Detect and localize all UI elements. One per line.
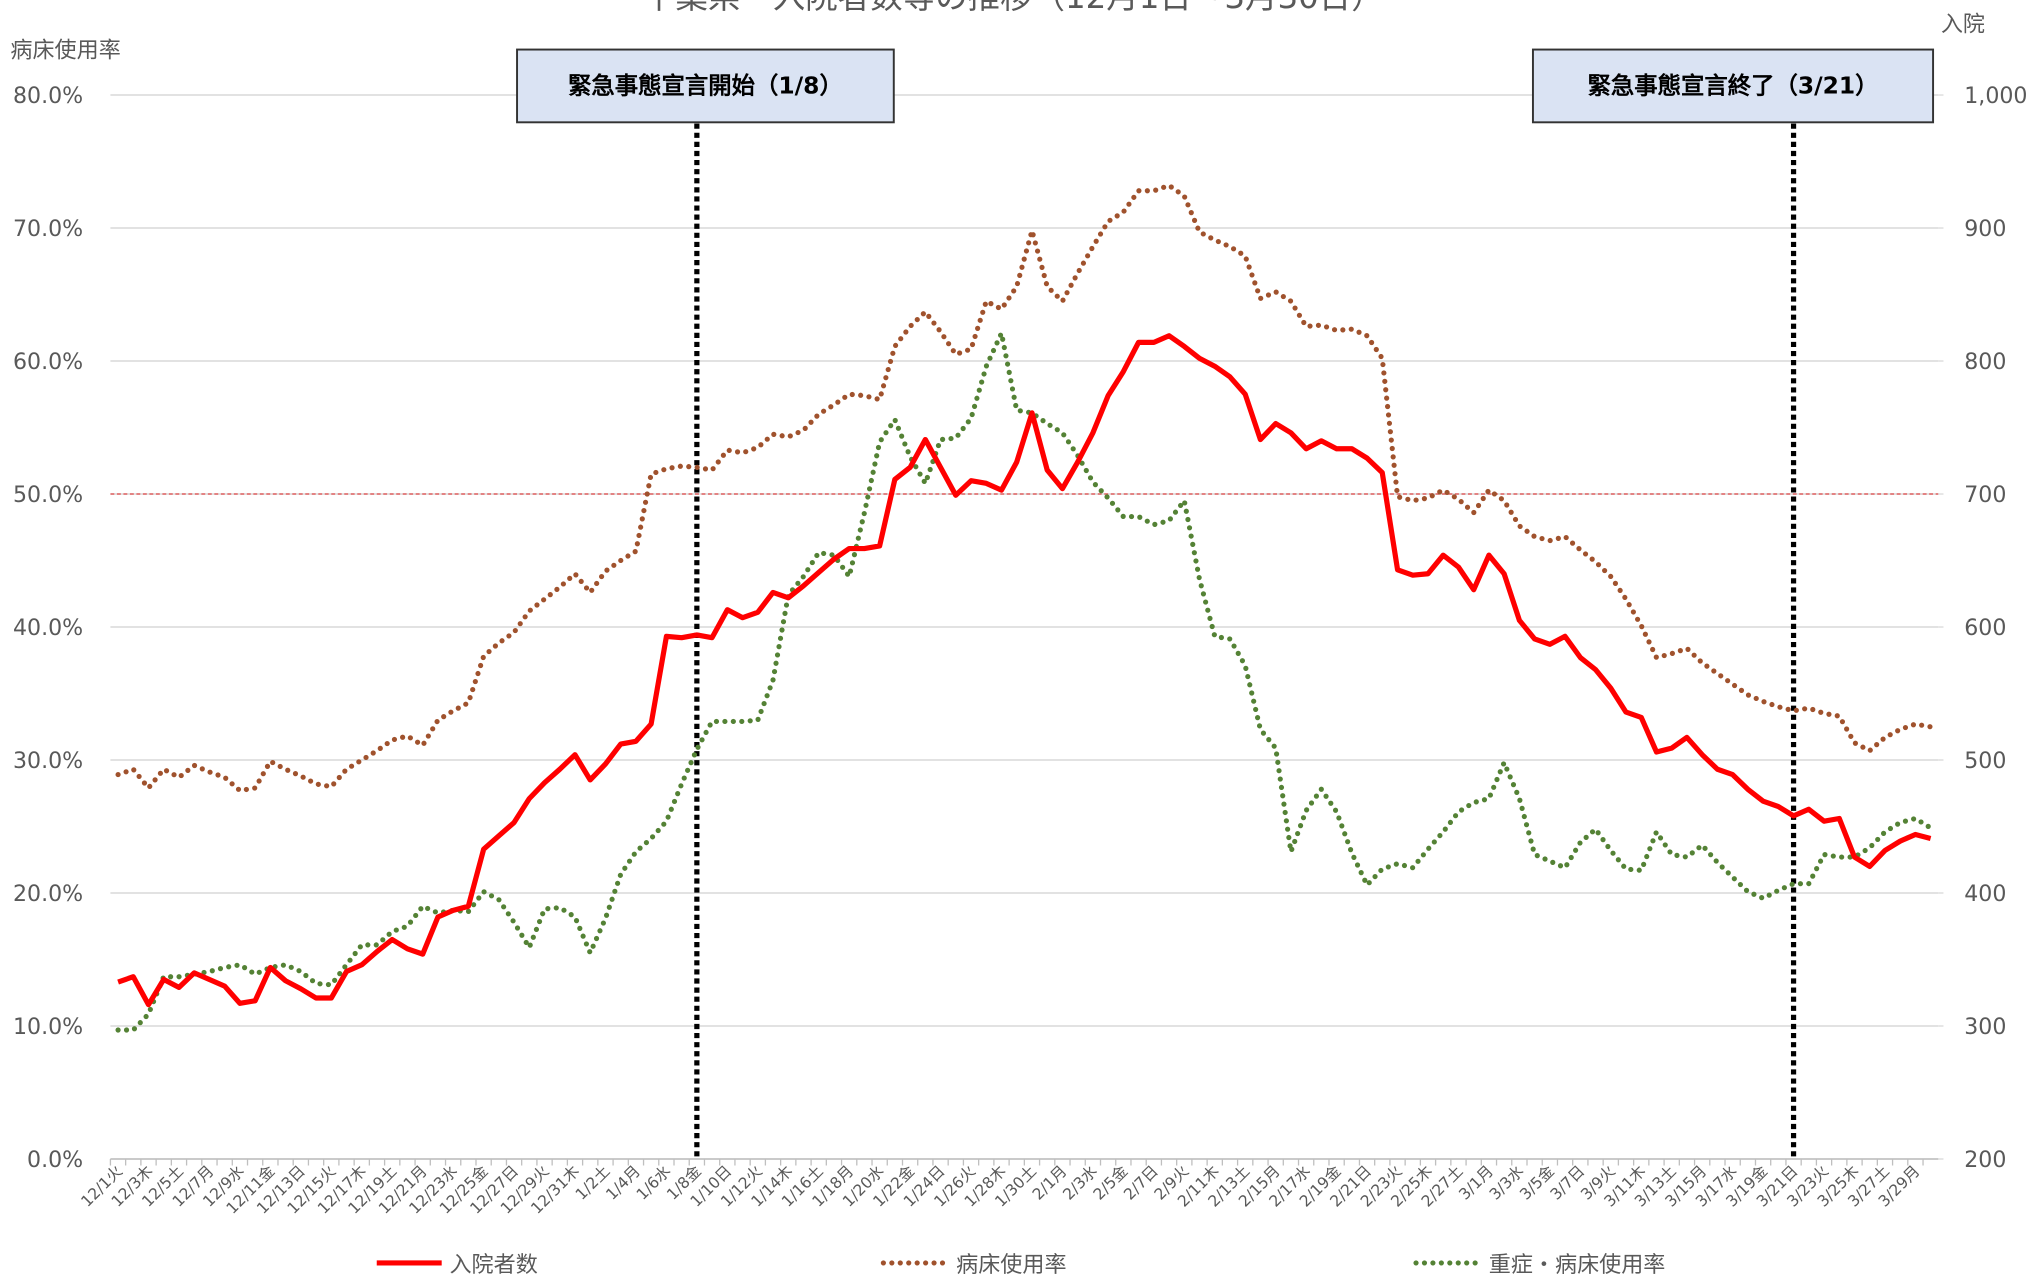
y-tick-label: 70.0% bbox=[13, 217, 83, 242]
y-tick-label: 40.0% bbox=[13, 616, 83, 641]
y2-tick-label: 500 bbox=[1964, 749, 2006, 774]
chart-title: 千葉県 入院者数等の推移（12月1日～3月30日） bbox=[643, 0, 1384, 16]
y2-tick-label: 1,000 bbox=[1964, 84, 2027, 109]
y2-tick-label: 600 bbox=[1964, 616, 2006, 641]
series-line bbox=[117, 333, 1932, 1008]
y2-tick-label: 400 bbox=[1964, 882, 2006, 907]
y2-tick-label: 300 bbox=[1964, 1015, 2006, 1040]
y-tick-label: 80.0% bbox=[13, 84, 83, 109]
series-line bbox=[115, 330, 1934, 1033]
y-axis-title: 病床使用率 bbox=[10, 38, 120, 63]
y-tick-label: 60.0% bbox=[13, 350, 83, 375]
y-tick-label: 20.0% bbox=[13, 882, 83, 907]
series-line bbox=[115, 182, 1934, 794]
y2-tick-label: 200 bbox=[1964, 1148, 2006, 1173]
y2-tick-label: 700 bbox=[1964, 483, 2006, 508]
legend-label: 重症・病床使用率 bbox=[1489, 1253, 1666, 1278]
y2-tick-label: 900 bbox=[1964, 217, 2006, 242]
y-tick-label: 10.0% bbox=[13, 1015, 83, 1040]
legend-label: 病床使用率 bbox=[956, 1253, 1066, 1278]
y2-tick-label: 800 bbox=[1964, 350, 2006, 375]
y2-axis-title: 入院 bbox=[1941, 12, 1985, 37]
legend-label: 入院者数 bbox=[449, 1253, 537, 1278]
y-tick-label: 50.0% bbox=[13, 483, 83, 508]
annotation-box bbox=[1531, 48, 1935, 124]
annotation: 緊急事態宣言終了（3/21） bbox=[1587, 72, 1878, 100]
annotation-box bbox=[516, 48, 895, 124]
annotation: 緊急事態宣言開始（1/8） bbox=[568, 72, 843, 100]
y-tick-label: 0.0% bbox=[27, 1148, 83, 1173]
y-tick-label: 30.0% bbox=[13, 749, 83, 774]
